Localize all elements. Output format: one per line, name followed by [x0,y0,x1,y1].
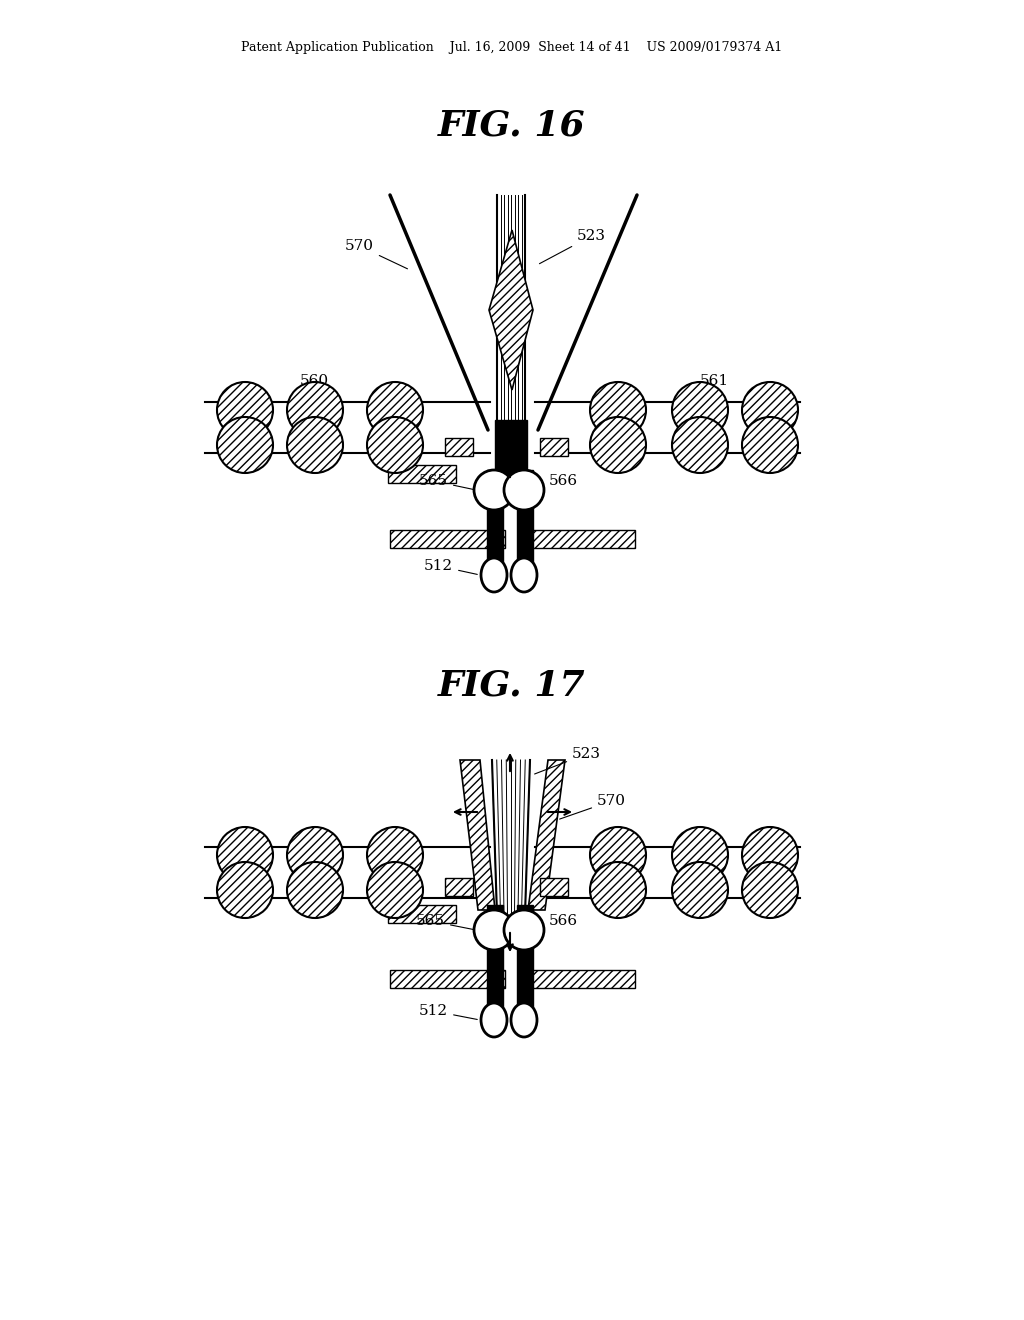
Circle shape [672,417,728,473]
Text: 565: 565 [416,913,473,929]
Bar [445,438,473,455]
Text: Patent Application Publication    Jul. 16, 2009  Sheet 14 of 41    US 2009/01793: Patent Application Publication Jul. 16, … [242,41,782,54]
Circle shape [590,862,646,917]
Text: 566: 566 [542,913,579,931]
Text: 560: 560 [300,374,329,388]
Ellipse shape [511,558,537,591]
Text: 566: 566 [542,474,579,490]
Circle shape [742,417,798,473]
Circle shape [742,828,798,883]
Text: 565: 565 [419,474,473,490]
Text: 570: 570 [345,239,408,269]
Text: 561: 561 [700,374,729,388]
Circle shape [504,470,544,510]
Bar [495,915,527,937]
Bar [517,906,534,1030]
Ellipse shape [511,1003,537,1038]
Circle shape [672,828,728,883]
Circle shape [742,381,798,438]
Bar [487,906,503,1030]
Text: FIG. 17: FIG. 17 [438,668,586,702]
Polygon shape [489,230,534,389]
Circle shape [590,381,646,438]
Circle shape [367,862,423,917]
Ellipse shape [481,1003,507,1038]
Text: 523: 523 [535,747,601,774]
Circle shape [504,909,544,950]
Polygon shape [528,760,565,909]
Circle shape [217,381,273,438]
Circle shape [742,862,798,917]
Text: 512: 512 [424,558,477,574]
Polygon shape [460,760,495,909]
Bar [520,531,635,548]
Bar [495,420,527,480]
Circle shape [217,417,273,473]
Bar [388,465,456,483]
Ellipse shape [481,558,507,591]
Circle shape [217,862,273,917]
Circle shape [672,381,728,438]
Circle shape [287,381,343,438]
Bar [390,531,505,548]
Text: 523: 523 [540,228,606,264]
Circle shape [287,862,343,917]
Circle shape [217,828,273,883]
Bar [388,906,456,923]
Circle shape [590,828,646,883]
Bar [540,438,568,455]
Circle shape [474,909,514,950]
Circle shape [474,470,514,510]
Circle shape [367,417,423,473]
Text: 512: 512 [419,1005,477,1019]
Bar [520,970,635,987]
Bar [487,470,503,579]
Circle shape [367,828,423,883]
Circle shape [590,417,646,473]
Bar [517,470,534,579]
Circle shape [672,862,728,917]
Bar [540,878,568,896]
Bar [390,970,505,987]
Circle shape [367,381,423,438]
Text: 570: 570 [560,795,626,820]
Circle shape [287,417,343,473]
Text: FIG. 16: FIG. 16 [438,108,586,143]
Circle shape [287,828,343,883]
Bar [445,878,473,896]
